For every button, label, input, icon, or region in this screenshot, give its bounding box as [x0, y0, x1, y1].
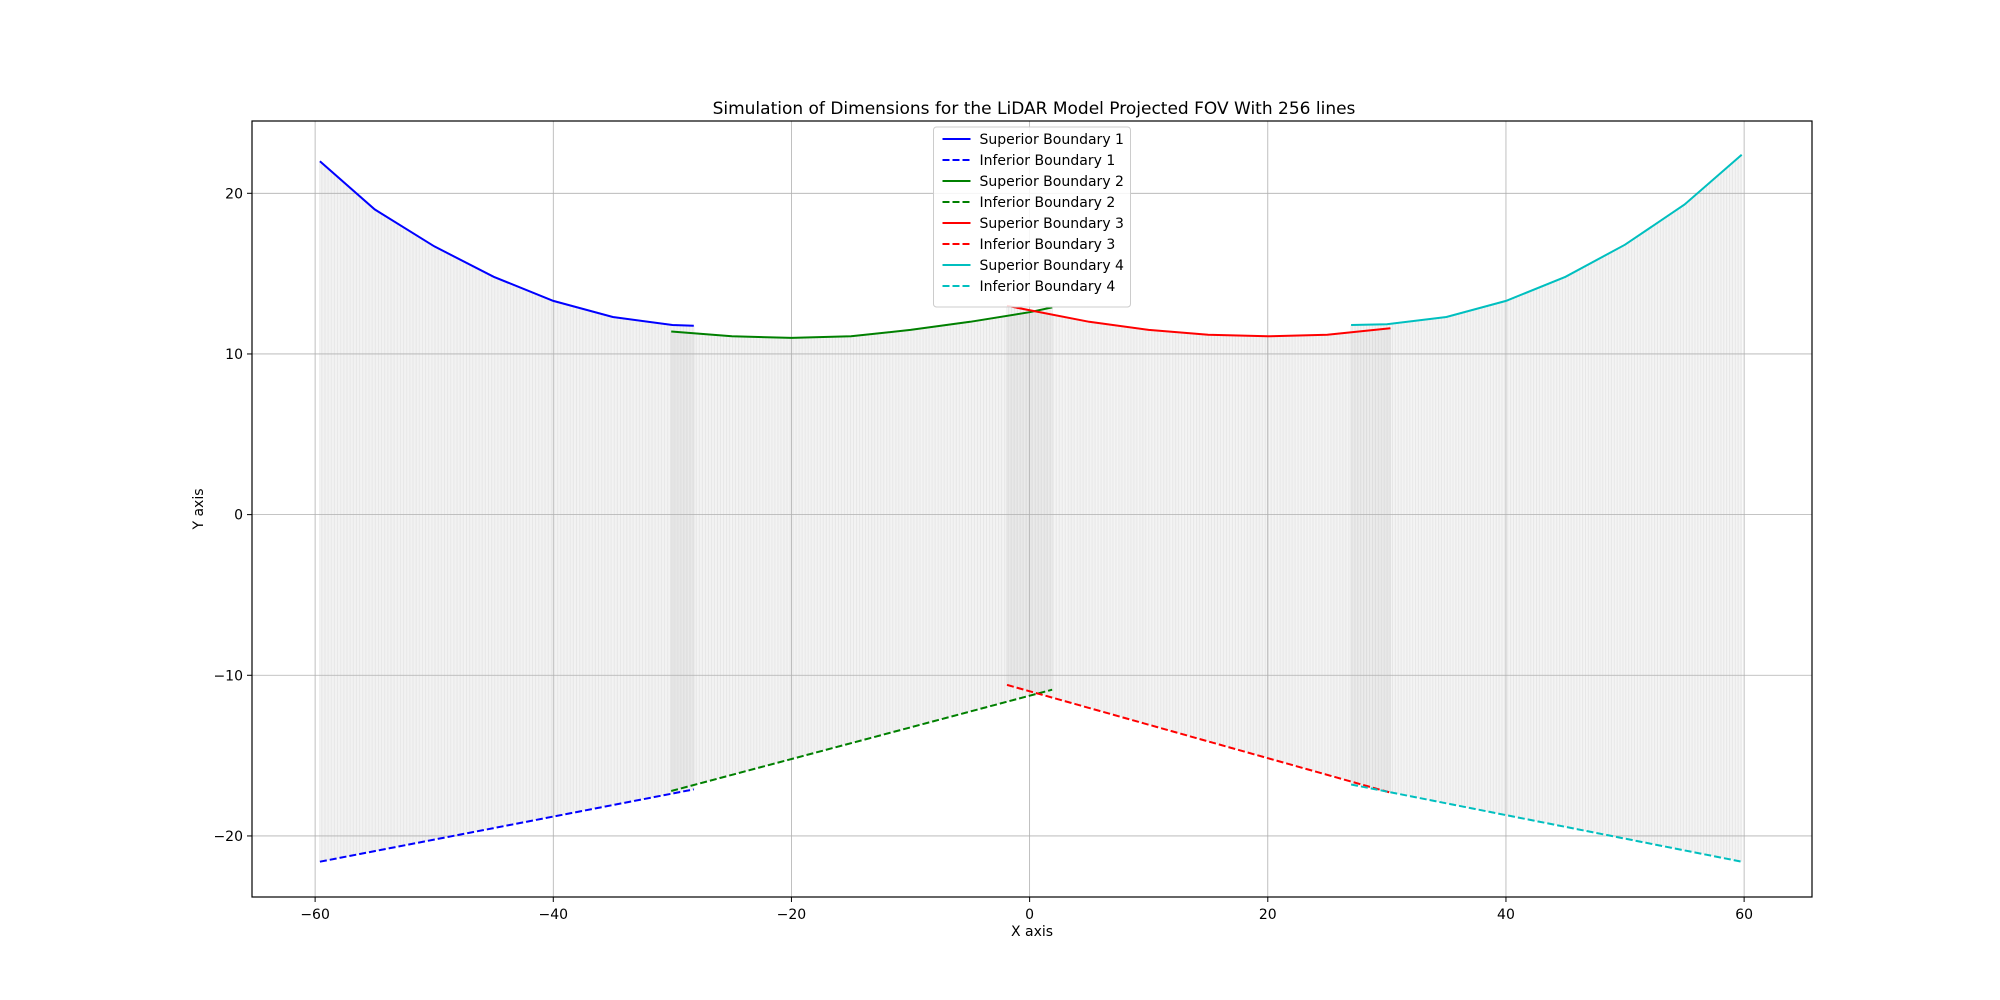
- x-tick-label: −40: [539, 907, 569, 923]
- legend: Superior Boundary 1 Inferior Boundary 1 Su…: [933, 126, 1131, 308]
- series-line: [1350, 783, 1742, 863]
- legend-label: Superior Boundary 4: [980, 258, 1125, 274]
- x-tick-label: 0: [1025, 907, 1034, 923]
- legend-box: [933, 126, 1131, 308]
- x-tick-label: 40: [1497, 907, 1515, 923]
- series-line: [319, 160, 694, 327]
- x-tick-label: 20: [1259, 907, 1277, 923]
- series-line: [319, 788, 694, 863]
- legend-label: Superior Boundary 2: [980, 174, 1124, 190]
- x-tick-label: −60: [300, 907, 330, 923]
- y-tick-label: 0: [234, 508, 243, 524]
- fov-fill-layer: [319, 154, 1743, 862]
- y-axis-label: Y axis: [191, 488, 207, 530]
- series-layer: [319, 153, 1743, 863]
- legend-label: Inferior Boundary 2: [980, 195, 1116, 211]
- x-tick-label: −20: [777, 907, 807, 923]
- y-tick-label: 20: [225, 186, 243, 202]
- legend-label: Inferior Boundary 3: [980, 237, 1116, 253]
- legend-label: Inferior Boundary 4: [980, 279, 1116, 295]
- y-tick-label: −20: [213, 829, 243, 845]
- legend-label: Superior Boundary 1: [980, 132, 1124, 148]
- legend-label: Superior Boundary 3: [980, 216, 1124, 232]
- x-tick-label: 60: [1735, 907, 1753, 923]
- x-ticks: −60 −40 −20 0 20 40 60: [300, 897, 1753, 923]
- series-line: [1351, 153, 1743, 326]
- chart-title: Simulation of Dimensions for the LiDAR M…: [713, 99, 1356, 119]
- legend-label: Inferior Boundary 1: [980, 153, 1116, 169]
- x-axis-label: X axis: [1011, 924, 1053, 940]
- y-ticks: −20 −10 0 10 20: [213, 186, 252, 845]
- series-line: [670, 688, 1053, 792]
- grid-layer: [252, 121, 1812, 897]
- series-line: [671, 306, 1053, 339]
- series-line: [1006, 683, 1391, 794]
- series-line: [1006, 304, 1391, 338]
- plot-frame: [251, 120, 1813, 898]
- y-tick-label: 10: [225, 347, 243, 363]
- y-tick-label: −10: [213, 668, 243, 684]
